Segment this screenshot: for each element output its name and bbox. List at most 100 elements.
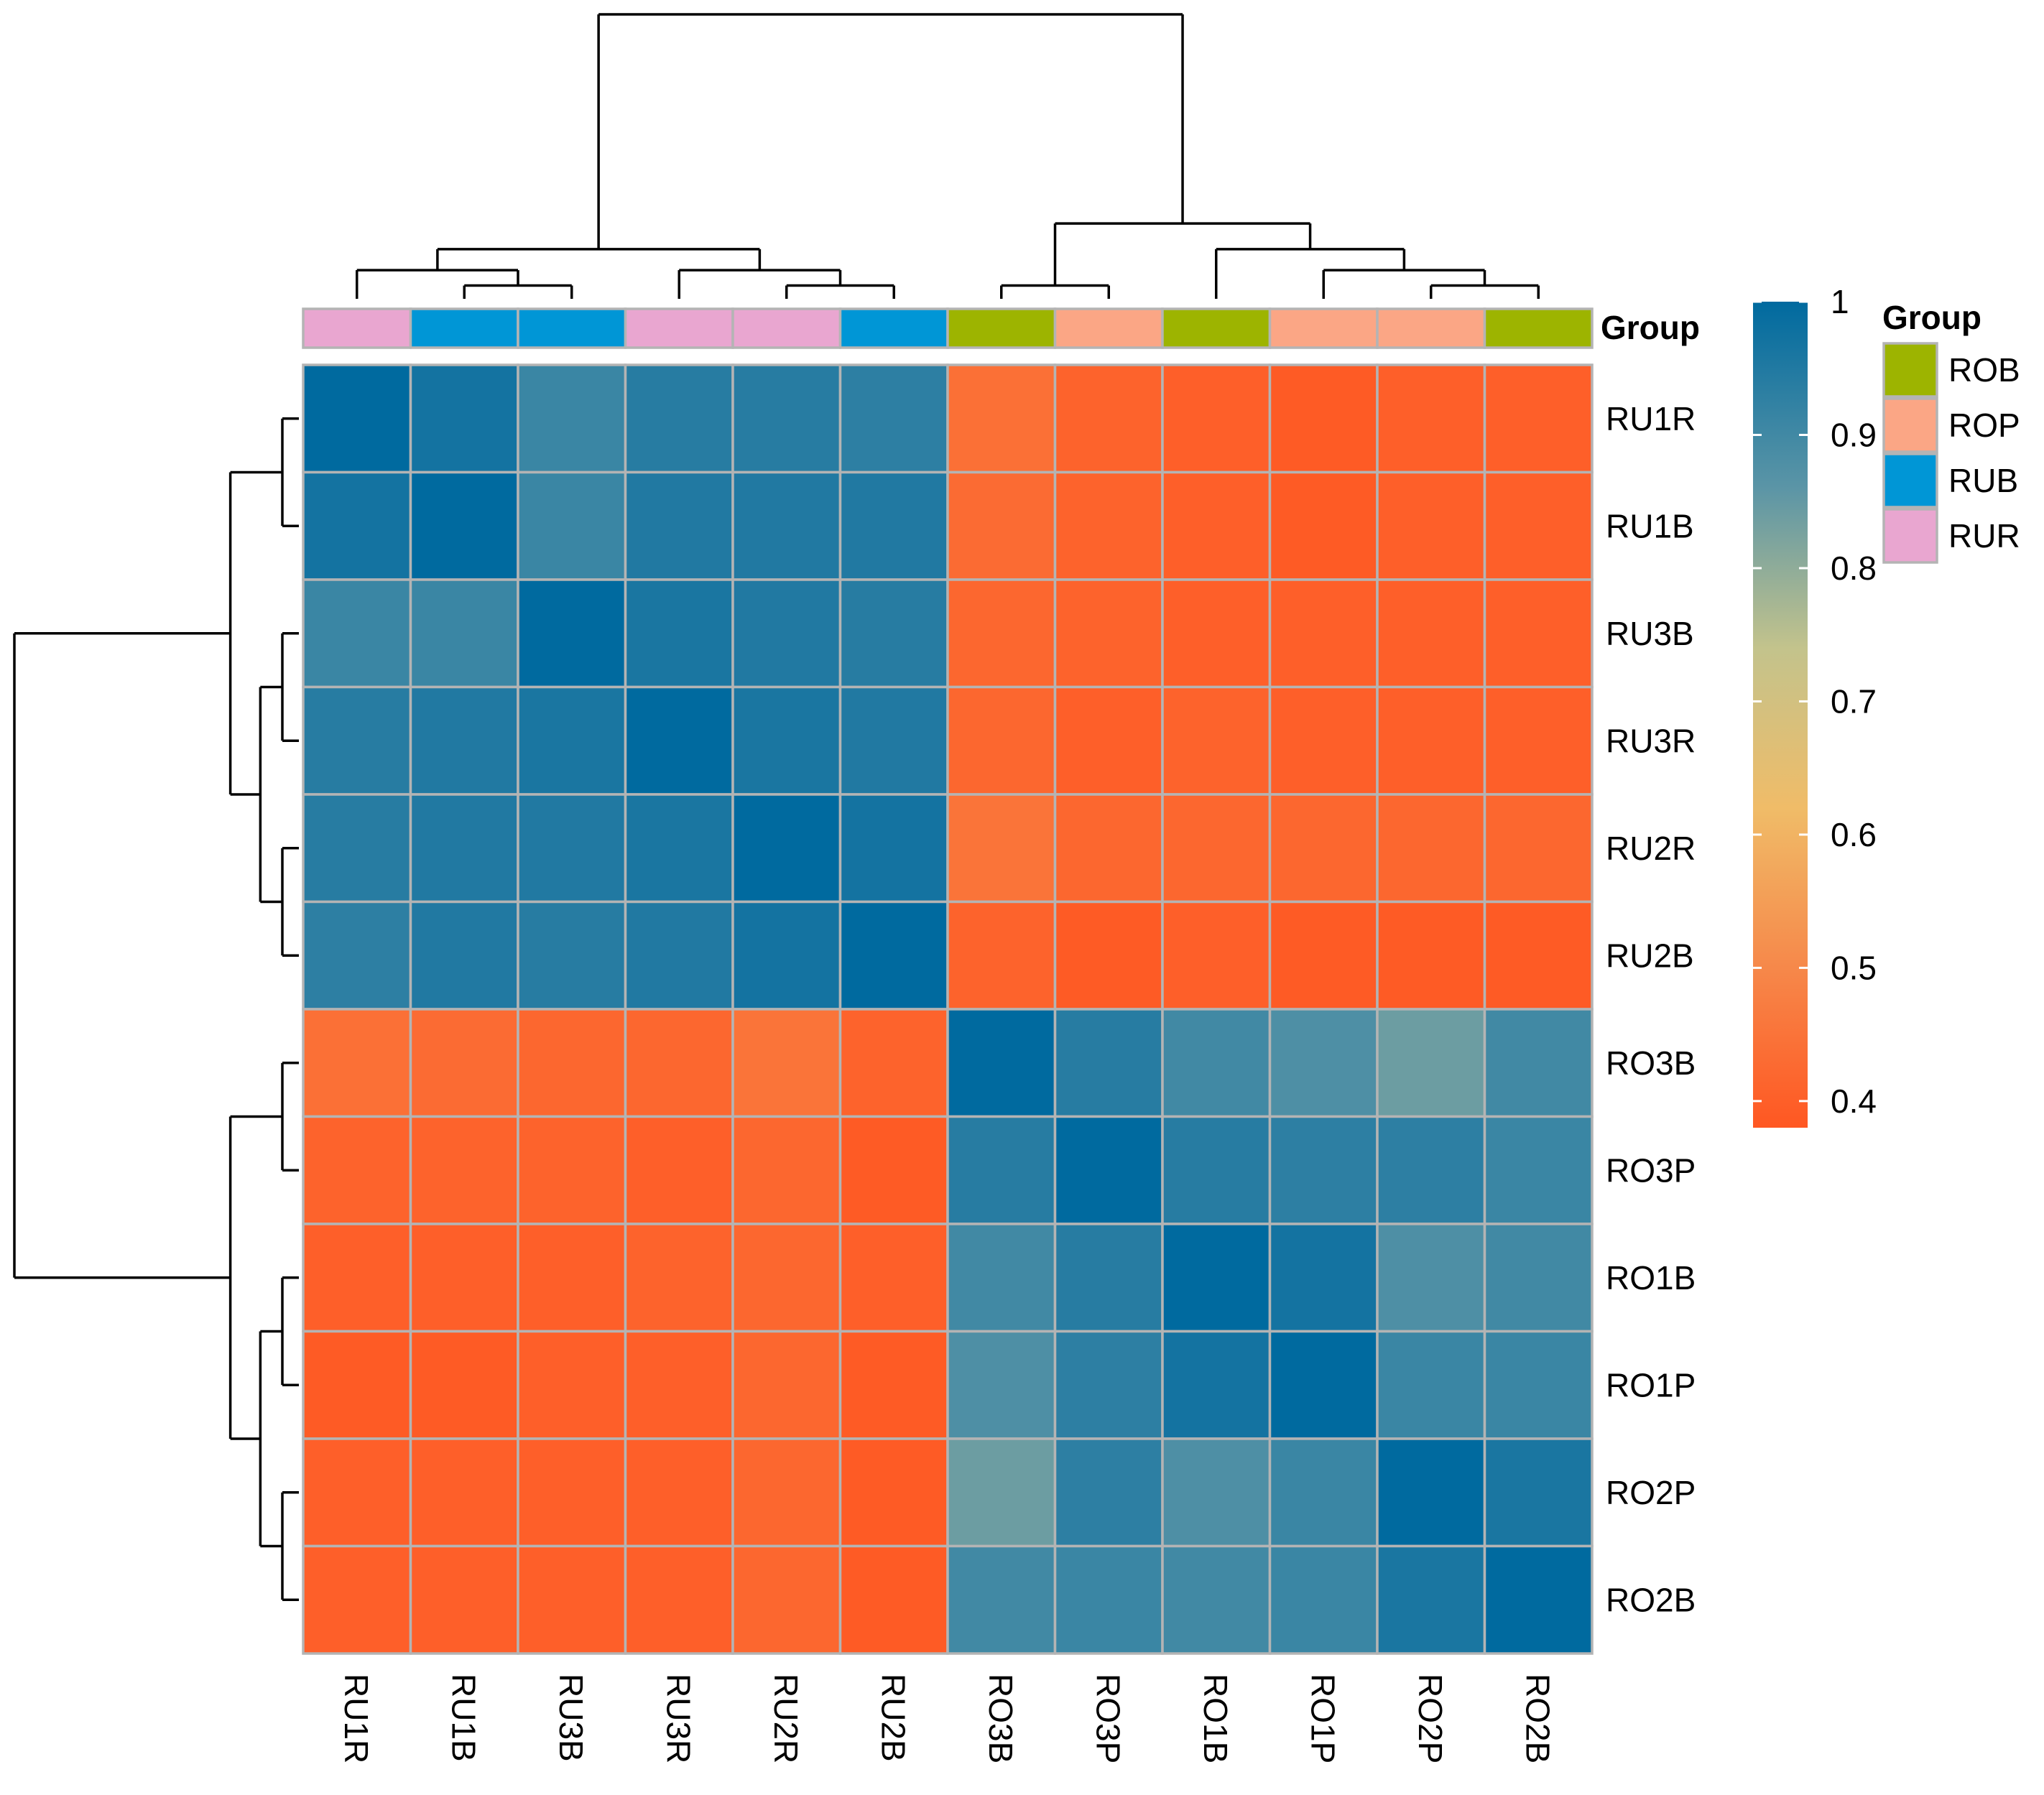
group-annotation-title: Group [1601, 309, 1700, 346]
row-label-RO3B: RO3B [1606, 1044, 1696, 1082]
group-annotation-cell-RU3B [517, 307, 627, 349]
heatmap-cell-RU2B-RU3B [517, 900, 627, 1011]
heatmap-cell-RO1B-RO1P [1268, 1223, 1379, 1333]
heatmap-cell-RO3B-RU2R [731, 1008, 842, 1118]
heatmap-cell-RU3B-RO3P [1053, 578, 1164, 689]
heatmap-cell-RO1B-RO3B [946, 1223, 1057, 1333]
heatmap-cell-RU1B-RO2P [1376, 470, 1486, 581]
legend-label-ROB: ROB [1948, 351, 2020, 389]
column-label-RU3B: RU3B [552, 1674, 590, 1762]
heatmap-cell-RO1P-RO3P [1053, 1330, 1164, 1440]
heatmap-cell-RO3B-RU2B [838, 1008, 949, 1118]
legend-label-RUB: RUB [1948, 462, 2018, 499]
column-label-RO1P: RO1P [1304, 1674, 1341, 1763]
heatmap-cell-RU1R-RU2R [731, 363, 842, 474]
heatmap-cell-RO2B-RU3R [624, 1544, 734, 1655]
heatmap-cell-RU1R-RU3R [624, 363, 734, 474]
heatmap-cell-RO1B-RO2B [1483, 1223, 1594, 1333]
heatmap-cell-RU3R-RU2R [731, 685, 842, 796]
heatmap-cell-RU1B-RU3R [624, 470, 734, 581]
heatmap-cell-RU1R-RO3P [1053, 363, 1164, 474]
heatmap-cell-RU2R-RU1B [409, 793, 519, 904]
heatmap-cell-RU3R-RU3R [624, 685, 734, 796]
heatmap-cell-RU3B-RU1B [409, 578, 519, 689]
heatmap-cell-RU3B-RO3B [946, 578, 1057, 689]
heatmap-cell-RU1B-RO3B [946, 470, 1057, 581]
group-annotation-cell-RO1B [1161, 307, 1272, 349]
legend-swatch-RUR [1882, 508, 1938, 564]
heatmap-cell-RU1B-RU1R [302, 470, 412, 581]
heatmap-cell-RO3B-RO2B [1483, 1008, 1594, 1118]
heatmap-cell-RO3P-RO1B [1161, 1115, 1272, 1225]
heatmap-cell-RU2R-RO3B [946, 793, 1057, 904]
heatmap-cell-RU2R-RO1P [1268, 793, 1379, 904]
column-label-RO1B: RO1B [1197, 1674, 1234, 1763]
heatmap-cell-RO2P-RO3P [1053, 1437, 1164, 1548]
heatmap-cell-RU1R-RU1R [302, 363, 412, 474]
heatmap-cell-RU2B-RO3P [1053, 900, 1164, 1011]
group-annotation-cell-RU1B [409, 307, 519, 349]
heatmap-cell-RO2B-RU3B [517, 1544, 627, 1655]
row-label-RO2B: RO2B [1606, 1581, 1696, 1618]
heatmap-cell-RO2P-RU2R [731, 1437, 842, 1548]
heatmap-cell-RO1P-RO3B [946, 1330, 1057, 1440]
heatmap-cell-RO1P-RO1B [1161, 1330, 1272, 1440]
heatmap-cell-RU3B-RO2B [1483, 578, 1594, 689]
group-annotation-cell-RO2P [1376, 307, 1486, 349]
heatmap-cell-RO1P-RU2B [838, 1330, 949, 1440]
heatmap-cell-RU2B-RU3R [624, 900, 734, 1011]
group-annotation-cell-RU3R [624, 307, 734, 349]
heatmap-cell-RO2B-RO2P [1376, 1544, 1486, 1655]
heatmap-cell-RO3P-RO2P [1376, 1115, 1486, 1225]
column-label-RO2P: RO2P [1412, 1674, 1449, 1763]
heatmap-cell-RU3B-RU2B [838, 578, 949, 689]
row-label-RU3R: RU3R [1606, 722, 1696, 759]
heatmap-cell-RO1B-RO2P [1376, 1223, 1486, 1333]
heatmap-cell-RO2P-RU3B [517, 1437, 627, 1548]
heatmap-cell-RU3B-RU2R [731, 578, 842, 689]
legend-swatch-ROB [1882, 342, 1938, 398]
heatmap-cell-RO3B-RU1R [302, 1008, 412, 1118]
column-labels: RU1R RU1B RU3B RU3R RU2R RU2B RO3B RO3P RO1B RO1P… [338, 1674, 1557, 1763]
heatmap-cell-RU1R-RO2P [1376, 363, 1486, 474]
heatmap-cell-RO3P-RO3B [946, 1115, 1057, 1225]
heatmap-cell-RO2B-RU2R [731, 1544, 842, 1655]
column-label-RU1R: RU1R [338, 1674, 375, 1763]
group-annotation-cell-RU2R [731, 307, 842, 349]
heatmap-cell-RO3B-RO3B [946, 1008, 1057, 1118]
column-label-RO2B: RO2B [1519, 1674, 1556, 1763]
heatmap-cell-RO1B-RU2B [838, 1223, 949, 1333]
group-annotation-cell-RO3P [1053, 307, 1164, 349]
column-label-RO3B: RO3B [982, 1674, 1019, 1763]
colorbar-tick-label: 0.5 [1831, 949, 1877, 986]
heatmap-cell-RU1R-RO1P [1268, 363, 1379, 474]
heatmap-cell-RU2B-RU2R [731, 900, 842, 1011]
heatmap-cell-RO3B-RO3P [1053, 1008, 1164, 1118]
heatmap-cell-RO1P-RO2P [1376, 1330, 1486, 1440]
heatmap-cell-RU1R-RU1B [409, 363, 519, 474]
heatmap-cell-RO1B-RU1B [409, 1223, 519, 1333]
heatmap-cell-RU1B-RU2R [731, 470, 842, 581]
heatmap-cell-RU2B-RU1R [302, 900, 412, 1011]
colorbar-gradient [1753, 302, 1808, 1128]
heatmap-cell-RO2P-RO1P [1268, 1437, 1379, 1548]
heatmap-cell-RO2B-RO1P [1268, 1544, 1379, 1655]
heatmap-cell-RU2B-RO2P [1376, 900, 1486, 1011]
colorbar-tick-label: 0.4 [1831, 1082, 1877, 1120]
column-dendrogram [356, 13, 1540, 299]
heatmap-cell-RU2B-RU2B [838, 900, 949, 1011]
heatmap-cell-RU3R-RO3P [1053, 685, 1164, 796]
heatmap-cell-RO3P-RU1B [409, 1115, 519, 1225]
heatmap-cell-RO2B-RU1R [302, 1544, 412, 1655]
row-label-RO1B: RO1B [1606, 1259, 1696, 1297]
heatmap-cell-RO1B-RU1R [302, 1223, 412, 1333]
heatmap-cell-RO1P-RU1B [409, 1330, 519, 1440]
heatmap-cell-RO2B-RO3P [1053, 1544, 1164, 1655]
heatmap-cell-RU2R-RO3P [1053, 793, 1164, 904]
heatmap-cell-RU3B-RU3B [517, 578, 627, 689]
heatmap-cell-RU1R-RU3B [517, 363, 627, 474]
legend-label-RUR: RUR [1948, 517, 2020, 555]
heatmap-cell-RO3B-RO2P [1376, 1008, 1486, 1118]
heatmap-cell-RO3B-RU3R [624, 1008, 734, 1118]
